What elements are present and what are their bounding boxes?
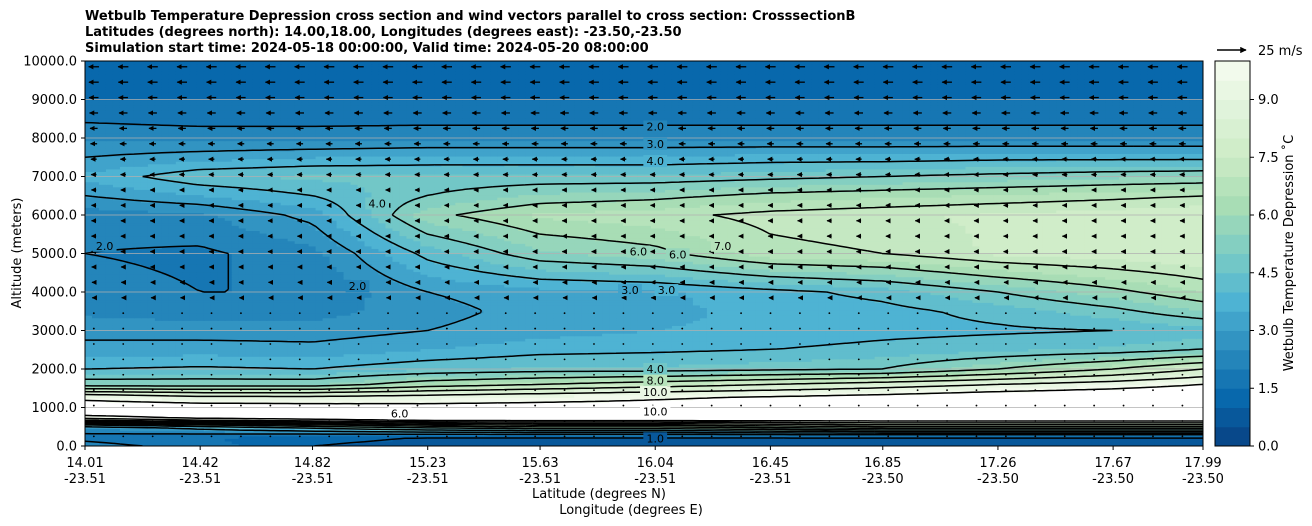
chart-figure: 2.03.04.04.02.0 6.0 6.07.02.0 3.0 3.04.08.01…: [0, 0, 1312, 526]
